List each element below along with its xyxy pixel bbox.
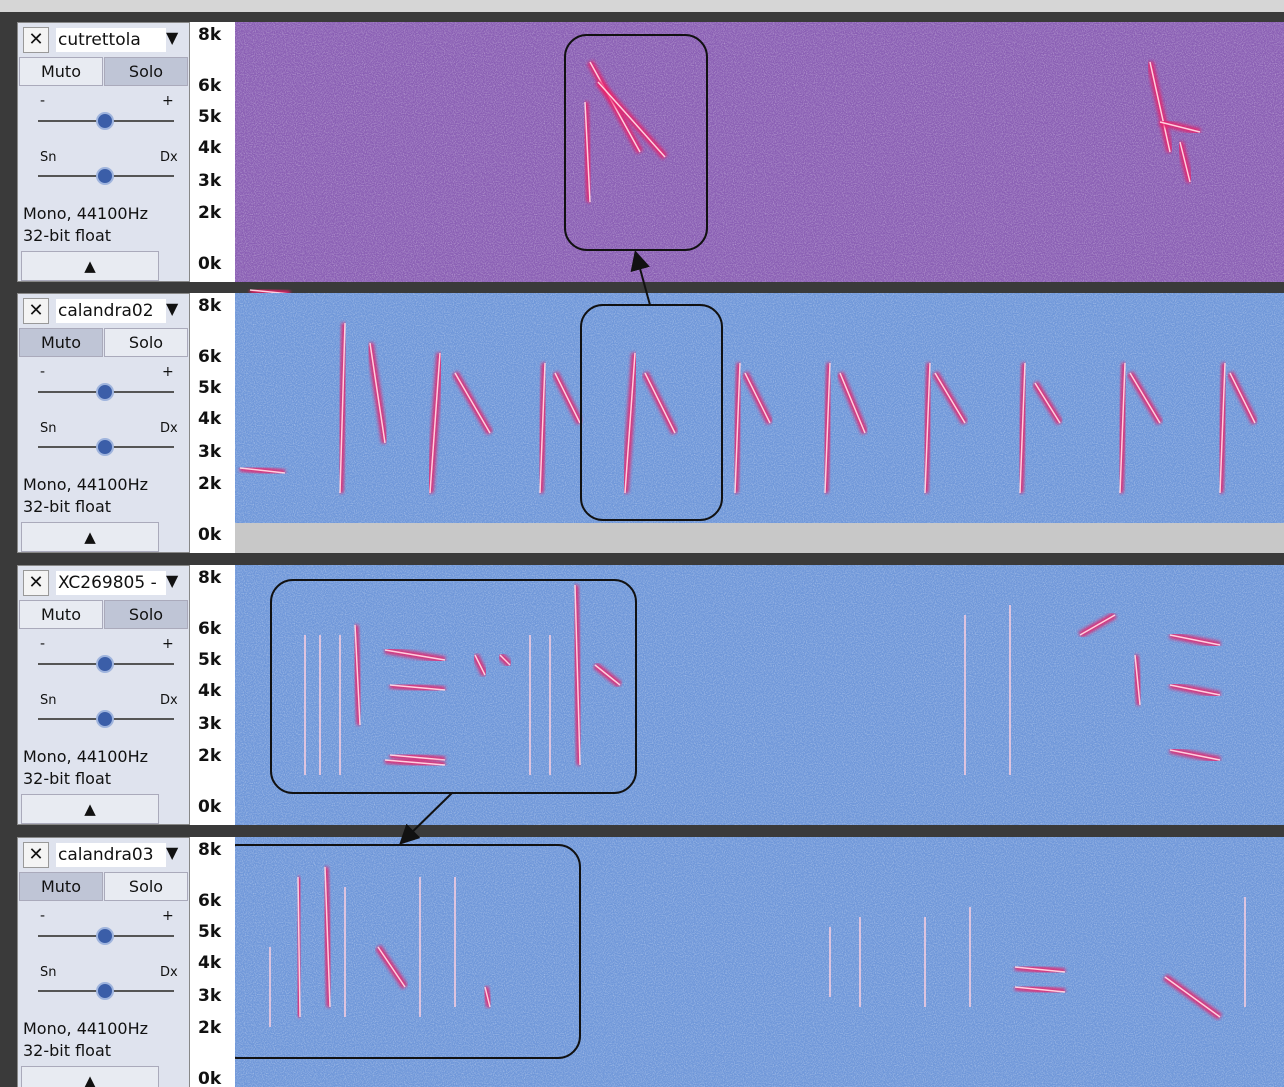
scale-label: 3k (198, 171, 221, 191)
scale-label: 2k (198, 203, 221, 223)
gain-min: - (40, 636, 45, 652)
scale-label: 6k (198, 891, 221, 911)
slider-knob[interactable] (96, 383, 114, 401)
mute-button[interactable]: Muto (19, 328, 103, 357)
dropdown-arrow[interactable]: ▼ (166, 299, 178, 318)
slider-knob[interactable] (96, 927, 114, 945)
audacity-window: ✕cutrettola▼MutoSolo-+SnDxMono, 44100Hz3… (0, 0, 1284, 1087)
gain-max: + (162, 93, 174, 109)
scale-label: 6k (198, 619, 221, 639)
scale-label: 0k (198, 254, 221, 274)
format-info: Mono, 44100Hz (23, 1019, 148, 1038)
slider-knob[interactable] (96, 112, 114, 130)
pan-left: Sn (40, 150, 57, 165)
dropdown-arrow[interactable]: ▼ (166, 28, 178, 47)
scale-label: 8k (198, 568, 221, 588)
close-button[interactable]: ✕ (23, 298, 49, 324)
scale-label: 0k (198, 1069, 221, 1087)
scale-label: 5k (198, 107, 221, 127)
gain-min: - (40, 364, 45, 380)
close-button[interactable]: ✕ (23, 570, 49, 596)
collapse-button[interactable]: ▲ (21, 522, 159, 552)
spectrogram-noise (235, 22, 1284, 282)
scale-label: 6k (198, 347, 221, 367)
track-panel: ✕ XC269805 -▼ MutoSolo - + Sn Dx Mono, 44100Hz 3… (17, 565, 190, 825)
solo-button[interactable]: Solo (104, 600, 188, 629)
slider-knob[interactable] (96, 167, 114, 185)
dropdown-arrow[interactable]: ▼ (166, 571, 178, 590)
slider-knob[interactable] (96, 710, 114, 728)
scale-label: 4k (198, 138, 221, 158)
frequency-scale: 8k 6k 5k 4k 3k 2k 0k (190, 565, 235, 825)
scale-label: 5k (198, 922, 221, 942)
gain-max: + (162, 636, 174, 652)
solo-button[interactable]: Solo (104, 57, 188, 86)
scale-label: 5k (198, 650, 221, 670)
scale-label: 3k (198, 714, 221, 734)
track-name[interactable]: calandra02 (56, 299, 166, 323)
mute-button[interactable]: Muto (19, 872, 103, 901)
collapse-button[interactable]: ▲ (21, 251, 159, 281)
pan-right: Dx (160, 965, 178, 980)
solo-button[interactable]: Solo (104, 872, 188, 901)
scale-label: 5k (198, 378, 221, 398)
gain-max: + (162, 908, 174, 924)
pan-right: Dx (160, 421, 178, 436)
top-bar (0, 0, 1284, 12)
frequency-scale: 8k 6k 5k 4k 3k 2k 0k (190, 293, 235, 553)
scale-label: 2k (198, 1018, 221, 1038)
pan-left: Sn (40, 965, 57, 980)
pan-right: Dx (160, 150, 178, 165)
format-info: 32-bit float (23, 769, 111, 788)
format-info: 32-bit float (23, 1041, 111, 1060)
scale-label: 8k (198, 25, 221, 45)
scale-label: 0k (198, 797, 221, 817)
spectrogram-noise (235, 565, 1284, 825)
scale-label: 3k (198, 442, 221, 462)
spectrogram-noise (235, 837, 1284, 1087)
slider-knob[interactable] (96, 438, 114, 456)
scale-label: 2k (198, 746, 221, 766)
scale-label: 4k (198, 681, 221, 701)
dropdown-arrow[interactable]: ▼ (166, 843, 178, 862)
gain-min: - (40, 93, 45, 109)
format-info: Mono, 44100Hz (23, 747, 148, 766)
scale-label: 4k (198, 409, 221, 429)
pan-left: Sn (40, 693, 57, 708)
scale-label: 3k (198, 986, 221, 1006)
frequency-scale: 8k 6k 5k 4k 3k 2k 0k (190, 837, 235, 1087)
spectrogram-noise (235, 293, 1284, 553)
close-button[interactable]: ✕ (23, 842, 49, 868)
format-info: 32-bit float (23, 226, 111, 245)
format-info: Mono, 44100Hz (23, 475, 148, 494)
gain-max: + (162, 364, 174, 380)
scale-label: 8k (198, 296, 221, 316)
close-button[interactable]: ✕ (23, 27, 49, 53)
track-name[interactable]: cutrettola (56, 28, 166, 52)
track-name[interactable]: XC269805 - (56, 571, 166, 595)
track-panel: ✕ cutrettola▼ MutoSolo - + Sn Dx Mono, 44100Hz 3… (17, 22, 190, 282)
frequency-scale: 8k 6k 5k 4k 3k 2k 0k (190, 22, 235, 282)
pan-left: Sn (40, 421, 57, 436)
mute-button[interactable]: Muto (19, 57, 103, 86)
pan-right: Dx (160, 693, 178, 708)
gain-min: - (40, 908, 45, 924)
floor-band (235, 523, 1284, 553)
scale-label: 0k (198, 525, 221, 545)
format-info: Mono, 44100Hz (23, 204, 148, 223)
slider-knob[interactable] (96, 655, 114, 673)
mute-button[interactable]: Muto (19, 600, 103, 629)
solo-button[interactable]: Solo (104, 328, 188, 357)
track-panel: ✕ calandra02▼ MutoSolo - + Sn Dx Mono, 44100Hz 3… (17, 293, 190, 553)
format-info: 32-bit float (23, 497, 111, 516)
slider-knob[interactable] (96, 982, 114, 1000)
scale-label: 6k (198, 76, 221, 96)
collapse-button[interactable]: ▲ (21, 794, 159, 824)
scale-label: 2k (198, 474, 221, 494)
track-name[interactable]: calandra03 (56, 843, 166, 867)
collapse-button[interactable]: ▲ (21, 1066, 159, 1087)
scale-label: 4k (198, 953, 221, 973)
scale-label: 8k (198, 840, 221, 860)
